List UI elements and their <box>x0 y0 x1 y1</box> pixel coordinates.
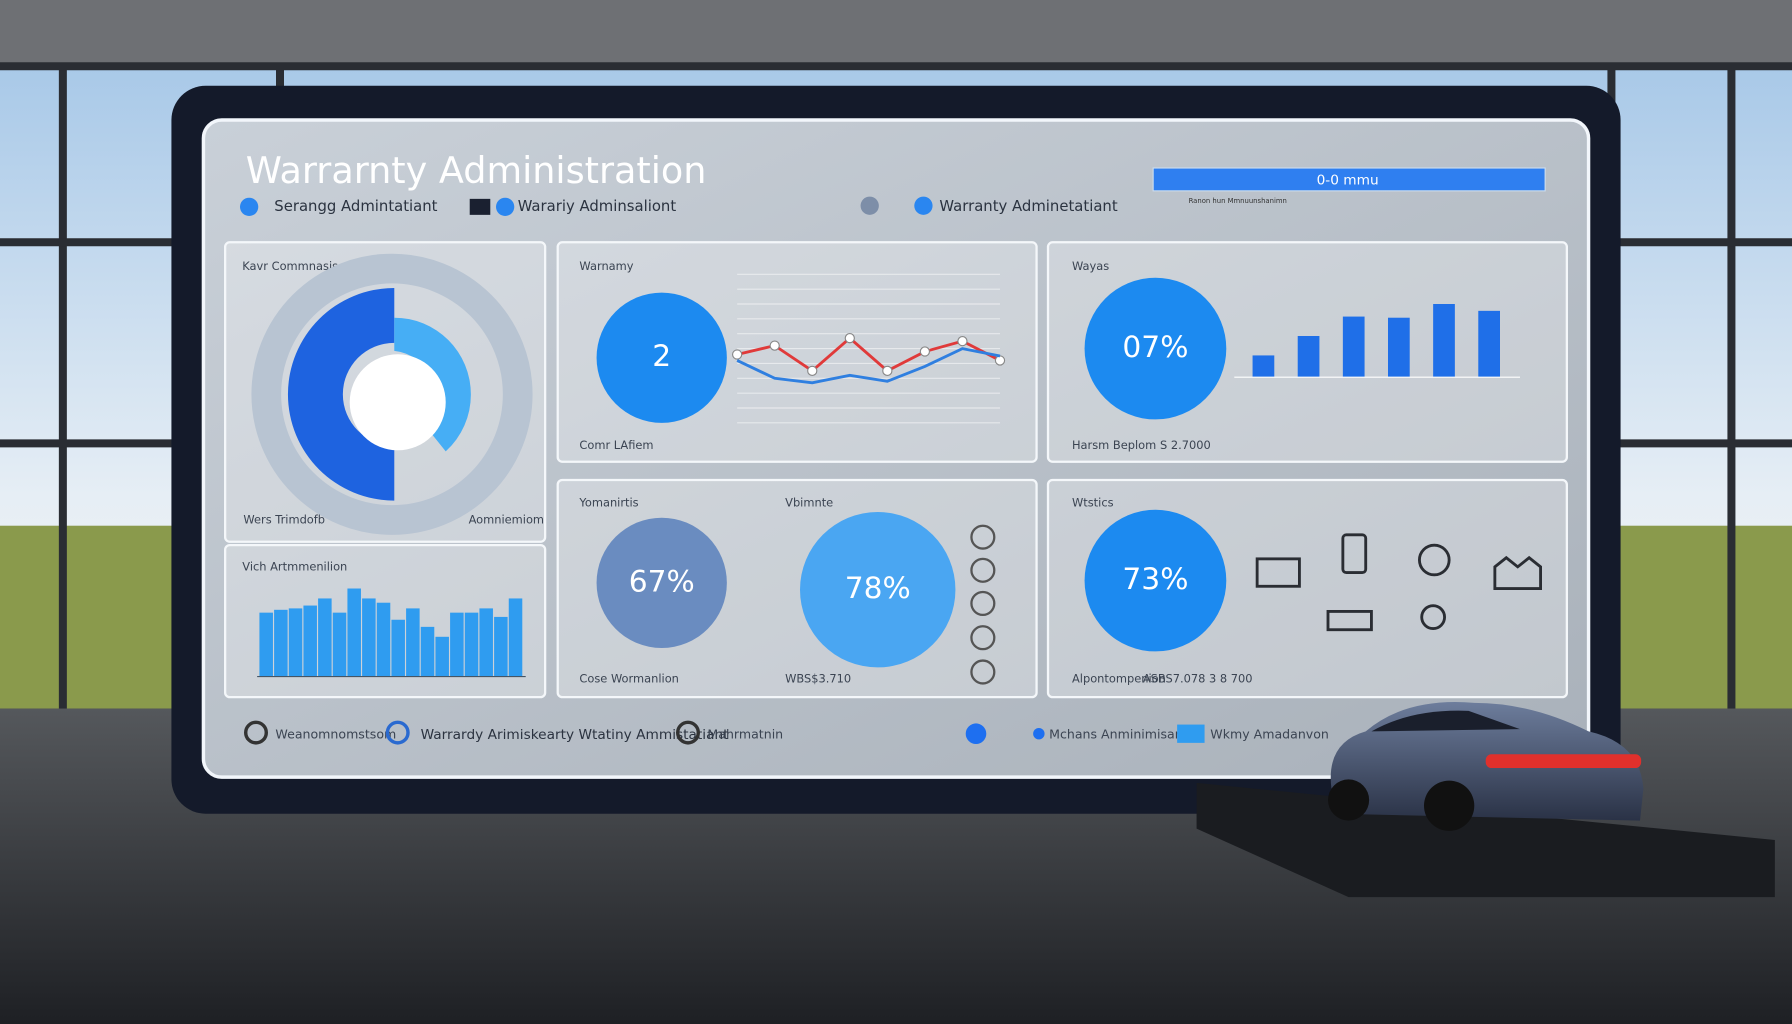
tab-dot <box>495 197 515 216</box>
bar <box>1433 303 1455 378</box>
kpi-circle <box>596 292 727 423</box>
footer-icon <box>675 720 700 745</box>
car-window <box>1371 710 1520 732</box>
line-point <box>807 365 818 376</box>
bar <box>494 616 508 677</box>
car-wheel <box>1327 779 1370 821</box>
panel-label: Wers Trimdofb <box>243 512 325 526</box>
line-point <box>919 346 931 357</box>
tab[interactable]: Warariy Adminsaliont <box>518 197 677 215</box>
donut-segment <box>287 287 395 501</box>
line-series <box>736 336 1001 373</box>
kpi: 2 <box>652 339 671 374</box>
panel-title: Kavr Commnasis <box>242 259 338 273</box>
bar <box>376 602 391 677</box>
bar <box>1297 335 1320 378</box>
tab[interactable]: Warranty Adminetatiant <box>939 197 1117 215</box>
title: Warrarnty Administration <box>246 149 707 192</box>
progress-bar <box>1152 167 1546 192</box>
panel-title: Warnamy <box>579 259 633 273</box>
bar <box>259 612 273 677</box>
kpi: 78% <box>845 571 911 606</box>
donut-ring <box>251 253 533 535</box>
footer-icon <box>385 720 410 745</box>
icon-column <box>970 524 996 685</box>
bar <box>318 598 332 677</box>
bar <box>1387 317 1410 378</box>
bar <box>464 612 479 677</box>
footer-icon <box>1177 724 1205 743</box>
line-point <box>957 335 968 347</box>
donut-segment <box>394 317 471 452</box>
bar <box>274 609 288 677</box>
line-point <box>769 340 780 351</box>
kpi: 67% <box>629 564 695 599</box>
bar <box>435 636 449 677</box>
bar <box>362 598 376 677</box>
footer-item[interactable]: Warrardy Arimiskearty Wtatiny Ammistatia… <box>421 727 730 743</box>
caption: Alpontompenion <box>1072 671 1166 685</box>
bar <box>508 598 523 677</box>
line-point <box>731 349 743 360</box>
bar <box>479 608 493 677</box>
panel-title: Wtstics <box>1072 495 1114 509</box>
footer-icon <box>965 723 987 744</box>
icons <box>1255 533 1542 632</box>
footer-item[interactable]: Mchans Anminimisan <box>1049 726 1183 741</box>
car-wheel <box>1423 780 1475 831</box>
bar <box>347 588 361 677</box>
bar <box>391 619 405 677</box>
tab-dot <box>860 196 879 215</box>
footer-icon <box>1033 727 1045 740</box>
tab-dot <box>914 196 933 215</box>
line-series <box>736 347 1001 385</box>
caption: WBS$3.710 <box>785 671 851 685</box>
donut-hole <box>349 354 446 451</box>
kpi-circle <box>1084 509 1227 652</box>
bar <box>1252 355 1275 378</box>
tab[interactable]: Serangg Admintatiant <box>274 197 437 215</box>
panel-title: Wayas <box>1072 259 1109 273</box>
progress-caption: Ranon hun Mmnuunshanimn <box>1189 197 1287 205</box>
tab-dot <box>239 197 259 216</box>
kpi: 07% <box>1122 330 1188 365</box>
kpi: 73% <box>1122 562 1188 597</box>
footer-item[interactable]: Wkmy Amadanvon <box>1210 726 1329 741</box>
line-point <box>882 365 893 376</box>
panel-title: Vich Artmmenilion <box>242 559 347 573</box>
line-point <box>844 333 855 344</box>
bar <box>332 612 347 677</box>
kpi-circle <box>596 517 727 648</box>
caption: Harsm Beplom <box>1072 438 1156 452</box>
caption: Cose Wormanlion <box>579 671 678 685</box>
bar <box>303 605 317 677</box>
tab-icon <box>469 198 491 215</box>
kpi-circle <box>799 511 956 668</box>
bar <box>450 612 464 677</box>
bar <box>420 626 435 677</box>
screen <box>201 118 1591 779</box>
car-light <box>1485 754 1642 768</box>
footer-item[interactable]: Weanomnomstsom <box>275 726 396 741</box>
footer-item[interactable]: Mahrmatnin <box>707 726 783 741</box>
panel-label: Aomniemiom <box>469 512 544 526</box>
bar <box>1478 310 1500 378</box>
line-point <box>994 355 1006 366</box>
bar <box>406 608 420 677</box>
panel-title: Vbimnte <box>785 495 833 509</box>
caption-value: ASBS7.078 3 8 700 <box>1143 671 1253 685</box>
bar <box>288 608 303 677</box>
progress-label: 0-0 mmu <box>1317 173 1379 189</box>
panel-title: Yomanirtis <box>578 495 638 509</box>
caption-value: S 2.7000 <box>1160 438 1211 452</box>
ceiling <box>0 0 1792 63</box>
bar <box>1342 316 1365 378</box>
kpi-circle <box>1084 277 1227 420</box>
caption: Comr LAfiem <box>579 438 653 452</box>
footer-icon <box>243 720 268 745</box>
